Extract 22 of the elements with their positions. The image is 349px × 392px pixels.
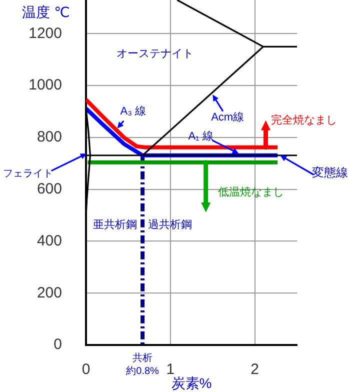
annotation: 約0.8% xyxy=(126,366,160,377)
x-tick-label: 2 xyxy=(250,361,259,378)
annotation: 低温焼なまし xyxy=(218,186,284,198)
annotation: A₁ 線 xyxy=(188,130,214,143)
x-tick-label: 0 xyxy=(82,361,90,378)
annotation: 共析 xyxy=(132,352,153,364)
y-axis-title: 温度 ℃ xyxy=(22,4,70,20)
y-tick-label: 1000 xyxy=(28,76,62,94)
y-tick-label: 600 xyxy=(36,180,62,198)
annotation: 変態線 xyxy=(312,166,348,180)
y-tick-label: 0 xyxy=(54,336,62,354)
annotation: 亜共析鋼 xyxy=(93,218,137,232)
annotation: A₃ 線 xyxy=(120,105,146,118)
y-tick-label: 800 xyxy=(36,128,62,146)
annotation: オーステナイト xyxy=(116,48,194,60)
annotation: フェライト xyxy=(2,168,53,180)
y-tick-label: 200 xyxy=(36,284,62,302)
annotation: Acm線 xyxy=(211,112,244,124)
annotation: 過共析鋼 xyxy=(148,218,192,232)
y-tick-label: 1200 xyxy=(28,24,62,42)
y-tick-label: 400 xyxy=(36,232,62,250)
annotation: 完全焼なまし xyxy=(270,113,337,126)
